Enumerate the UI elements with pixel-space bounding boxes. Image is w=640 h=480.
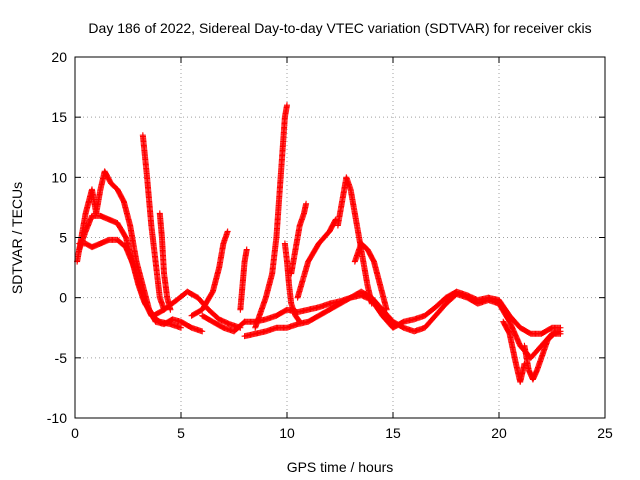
data-point — [557, 324, 564, 331]
x-tick-label: 10 — [279, 425, 295, 441]
data-point — [557, 330, 564, 337]
y-tick-label: 0 — [59, 290, 67, 306]
x-tick-label: 0 — [71, 425, 79, 441]
y-tick-label: -5 — [55, 350, 68, 366]
x-tick-label: 25 — [597, 425, 613, 441]
y-tick-label: -10 — [47, 410, 67, 426]
data-point — [284, 102, 290, 109]
axis-ticks: 0 5 10 15 20 25 -10 -5 0 5 10 15 20 — [47, 49, 613, 441]
y-tick-label: 15 — [51, 109, 67, 125]
x-tick-label: 20 — [491, 425, 507, 441]
y-tick-label: 10 — [51, 169, 67, 185]
data-point — [224, 228, 231, 235]
y-tick-label: 20 — [51, 49, 67, 65]
data-points — [74, 102, 564, 385]
data-point — [199, 328, 206, 335]
y-axis-label: SDTVAR / TECUs — [9, 182, 25, 294]
x-axis-label: GPS time / hours — [287, 459, 394, 475]
chart-title: Day 186 of 2022, Sidereal Day-to-day VTE… — [88, 20, 591, 36]
data-point — [303, 200, 310, 207]
y-tick-label: 5 — [59, 230, 67, 246]
data-point — [167, 306, 174, 313]
x-tick-label: 15 — [385, 425, 401, 441]
data-point — [243, 246, 250, 253]
data-point — [161, 306, 168, 313]
x-tick-label: 5 — [177, 425, 185, 441]
data-point — [178, 324, 184, 331]
